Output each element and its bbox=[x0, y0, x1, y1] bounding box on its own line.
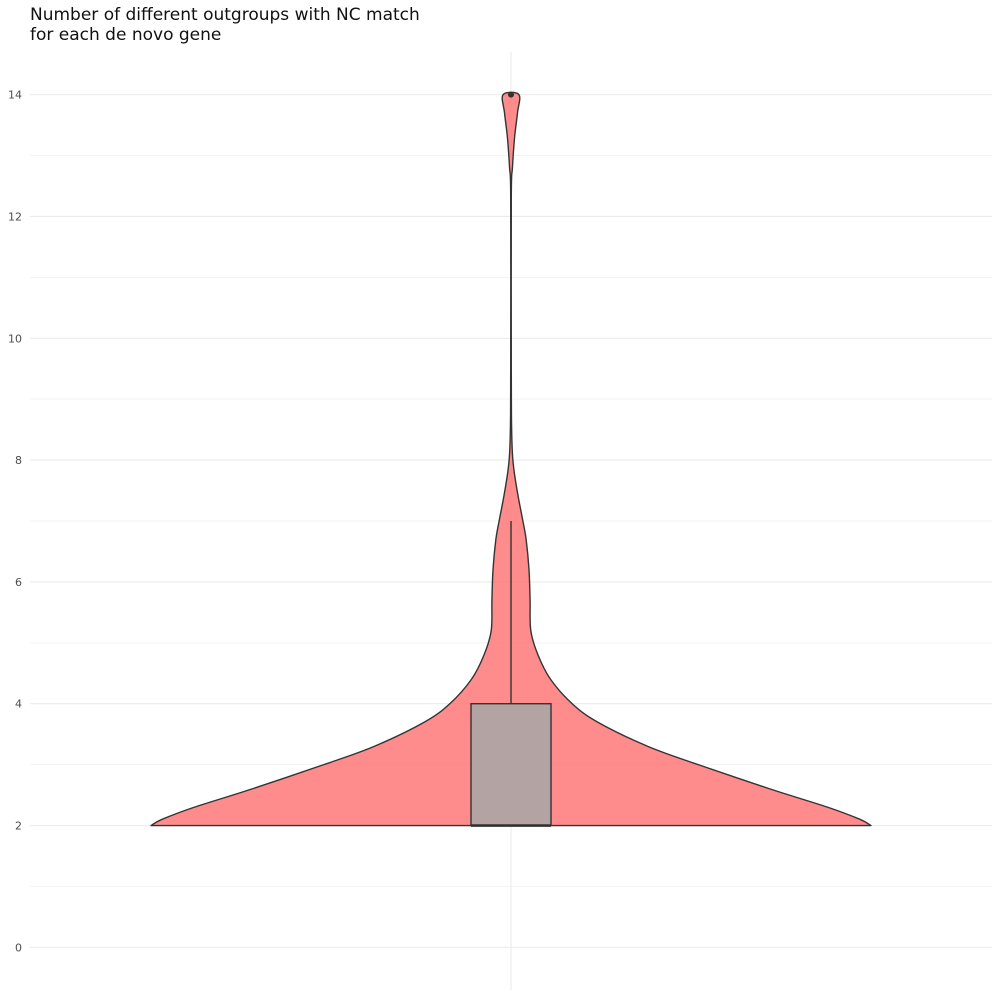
y-tick-label: 14 bbox=[8, 89, 22, 102]
y-tick-label: 2 bbox=[15, 820, 22, 833]
chart-title-line-1: Number of different outgroups with NC ma… bbox=[30, 5, 420, 25]
y-tick-label: 6 bbox=[15, 576, 22, 589]
outlier-point bbox=[508, 91, 514, 98]
chart-title-line-2: for each de novo gene bbox=[30, 25, 222, 45]
y-tick-label: 0 bbox=[15, 941, 22, 954]
y-tick-label: 8 bbox=[15, 454, 22, 467]
y-tick-label: 10 bbox=[8, 332, 22, 345]
chart-title: Number of different outgroups with NC ma… bbox=[30, 5, 420, 45]
plot-marks bbox=[150, 91, 872, 827]
y-tick-label: 4 bbox=[15, 698, 22, 711]
y-axis-tick-labels: 0 2 4 6 8 10 12 14 bbox=[8, 89, 22, 955]
y-tick-label: 12 bbox=[8, 210, 22, 223]
box-iqr bbox=[470, 703, 552, 827]
